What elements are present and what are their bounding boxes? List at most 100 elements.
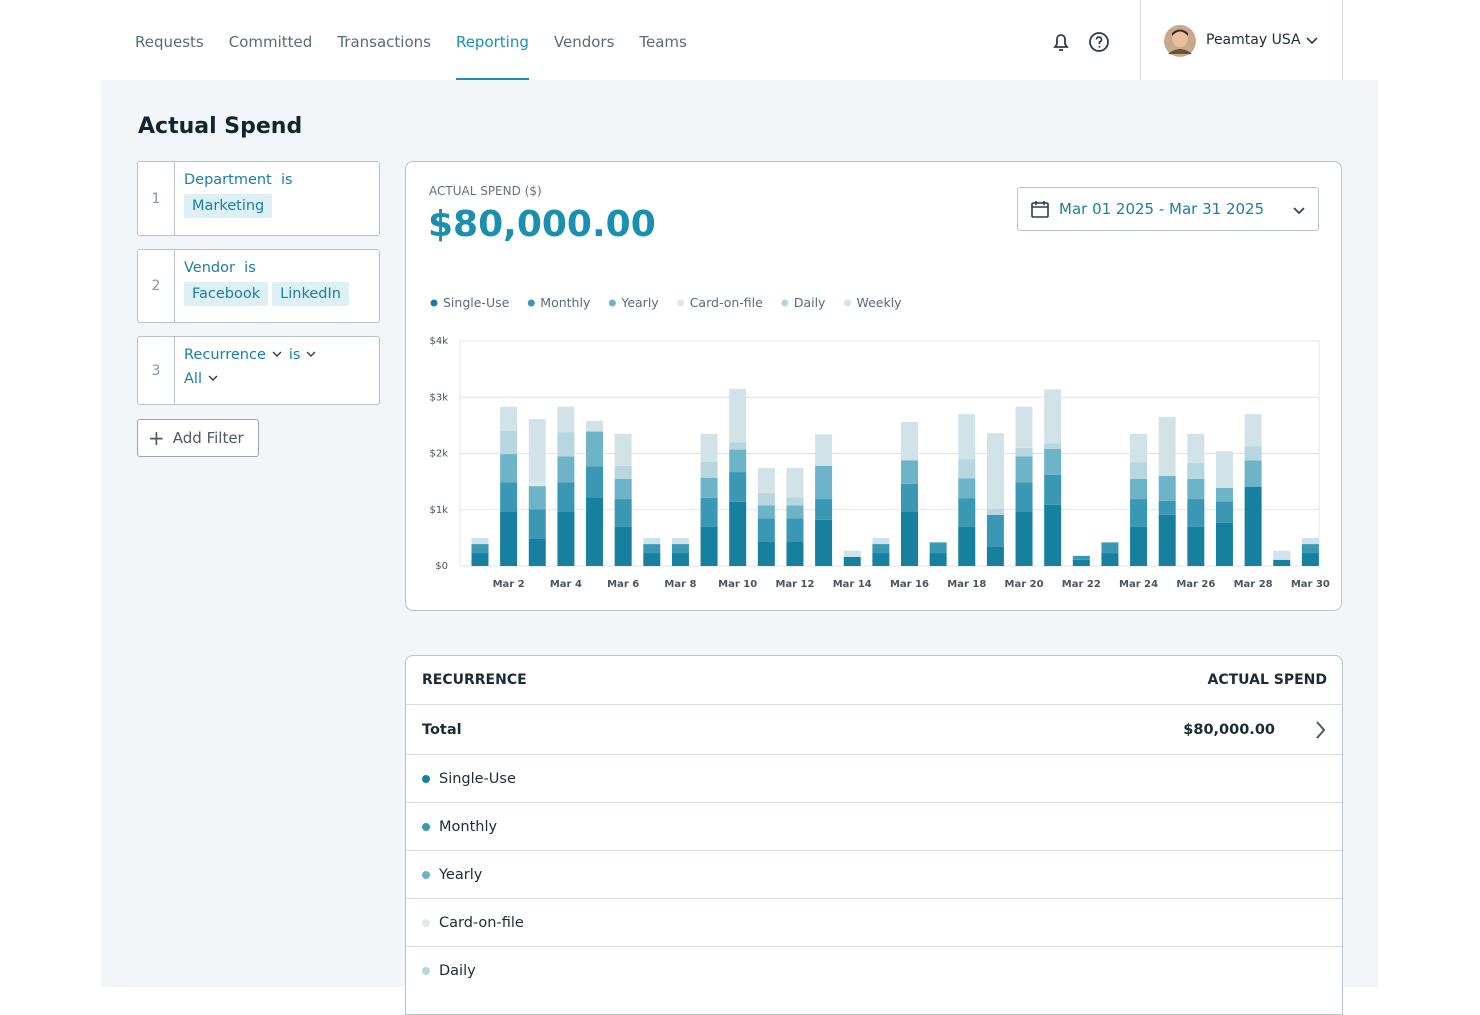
bar-segment (1130, 526, 1148, 566)
legend-dot (781, 299, 789, 307)
bar-segment (471, 537, 489, 545)
bar-segment (729, 472, 747, 502)
bar-segment (1015, 456, 1033, 483)
bar-segment (1187, 463, 1205, 479)
bar-segment (1273, 550, 1291, 560)
legend-dot (422, 822, 430, 831)
legend-label: Monthly (540, 295, 591, 310)
bar-segment (471, 553, 489, 566)
bar-segment (1015, 512, 1033, 566)
summary-label: ACTUAL SPEND ($) (429, 184, 542, 198)
bar-segment (843, 550, 861, 557)
row-label: Card-on-file (439, 914, 524, 931)
table-row[interactable]: Yearly (406, 850, 1342, 898)
bar-segment (700, 433, 718, 462)
add-filter-label[interactable]: Add Filter (172, 429, 244, 447)
bar-segment (757, 492, 775, 506)
summary-amount: $80,000.00 (428, 204, 656, 245)
bar-segment (643, 544, 661, 554)
filter-field: Department (184, 172, 272, 188)
x-tick-label: Mar 22 (1062, 579, 1101, 590)
bar-segment (1301, 544, 1319, 554)
bar-segment (1044, 449, 1062, 475)
nav-item[interactable]: Transactions (337, 33, 431, 51)
total-row[interactable]: Total $80,000.00 (406, 704, 1342, 754)
chevron (1293, 207, 1305, 215)
filter-chip[interactable]: Facebook (184, 282, 269, 306)
chart-card: ACTUAL SPEND ($) $80,000.00 Mar 01 2025 … (405, 161, 1342, 611)
table-row[interactable]: Monthly (406, 802, 1342, 850)
filter-number: 3 (138, 337, 175, 404)
avatar[interactable] (1163, 24, 1197, 58)
bar-segment (929, 553, 947, 566)
bar-segment (614, 465, 632, 479)
bar-segment (901, 512, 918, 566)
y-tick-label: $2k (429, 449, 448, 460)
table-row[interactable]: Single-Use (406, 754, 1342, 802)
header-cell: RECURRENCE (422, 672, 527, 688)
filter-chip[interactable]: Marketing (184, 194, 273, 218)
nav-item[interactable]: Committed (228, 33, 313, 51)
chevron[interactable] (305, 351, 317, 359)
filter-line: Vendor is (184, 260, 373, 276)
bar-segment (643, 553, 661, 566)
filter-body: Recurrence is All (184, 347, 373, 387)
x-tick-label: Mar 12 (775, 579, 814, 590)
legend-dot (422, 966, 430, 975)
bar-segment (671, 544, 689, 554)
chevron[interactable] (1305, 36, 1319, 46)
bar-segment (1130, 478, 1148, 500)
y-tick-label: $0 (435, 561, 448, 572)
bar-segment (815, 519, 833, 566)
nav-item[interactable]: Vendors (553, 33, 615, 51)
filter-body: Department is Marketing (184, 172, 373, 218)
nav-item[interactable]: Reporting (455, 0, 529, 80)
bar-segment (1015, 447, 1033, 457)
divider (1140, 0, 1141, 80)
bar-segment (1215, 487, 1233, 502)
filter-field[interactable]: Recurrence (184, 347, 266, 363)
user-name[interactable]: Peamtay USA (1206, 32, 1301, 48)
nav-item[interactable]: Teams (639, 33, 687, 51)
bar-segment (1044, 504, 1062, 566)
bar-segment (1187, 499, 1205, 527)
bar-segment (872, 553, 890, 566)
filter-operator[interactable]: is (288, 347, 301, 363)
bar-segment (500, 454, 518, 483)
y-tick-label: $4k (429, 336, 448, 347)
bar-segment (958, 478, 976, 499)
bar-segment (786, 505, 804, 519)
header-icons[interactable] (1049, 30, 1119, 54)
legend-label: Yearly (620, 295, 659, 310)
chevron[interactable] (207, 375, 219, 383)
bar-segment (557, 482, 575, 512)
filter-values: Facebook LinkedIn (184, 276, 373, 306)
legend-label: Single-Use (443, 295, 510, 310)
nav-bar: Requests Committed Transactions Reporting Ve… (135, 0, 687, 80)
bar-segment (528, 509, 546, 539)
bar-segment (986, 514, 1004, 547)
bar-segment (986, 508, 1004, 515)
filter-chip[interactable]: LinkedIn (272, 282, 349, 306)
bar-segment (671, 553, 689, 566)
bar-segment (1158, 476, 1176, 501)
bar-segment (1158, 500, 1176, 515)
bar-segment (700, 461, 718, 478)
add-filter-button[interactable]: + Add Filter (137, 419, 259, 457)
table-row[interactable]: Daily (406, 946, 1342, 994)
chevron-right[interactable] (1314, 720, 1326, 740)
legend-dot (422, 870, 430, 879)
bar-segment (1015, 482, 1033, 512)
filter-value[interactable]: All (184, 371, 202, 387)
nav-item[interactable]: Requests (135, 33, 204, 51)
bar-segment (1044, 389, 1062, 444)
table-row[interactable]: Card-on-file (406, 898, 1342, 946)
bar-segment (528, 539, 546, 566)
bar-segment (958, 459, 976, 479)
date-range[interactable]: Mar 01 2025 - Mar 31 2025 (1059, 200, 1265, 218)
chevron[interactable] (271, 351, 283, 359)
legend-dot (527, 299, 535, 307)
x-tick-label: Mar 28 (1234, 579, 1273, 590)
date-picker[interactable]: Mar 01 2025 - Mar 31 2025 (1017, 187, 1319, 231)
bar-segment (757, 505, 775, 519)
